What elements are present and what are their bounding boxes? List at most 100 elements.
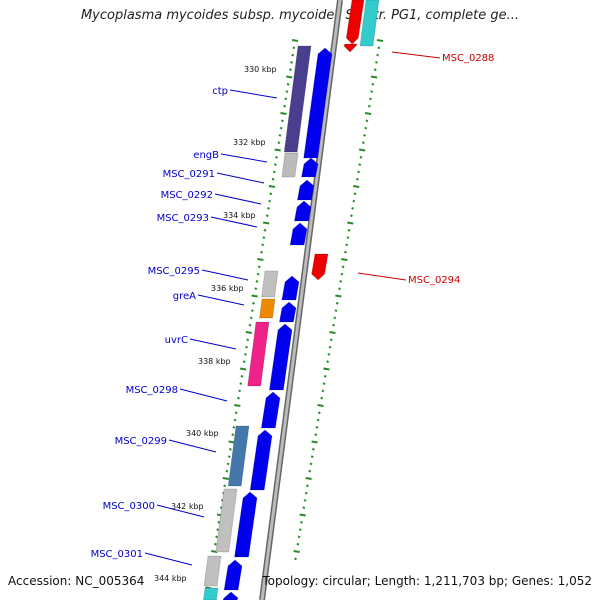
gene-label-greA: greA [173,291,196,302]
gene-MSC_0301 [203,555,222,587]
tick-mark [341,258,348,261]
tick-mark [316,418,320,422]
tick-mark [256,272,260,276]
tick-mark [280,112,287,115]
forward-cds [296,179,315,201]
gene-label-MSC_0291: MSC_0291 [163,169,215,180]
tick-mark [311,447,315,451]
tick-mark [291,39,299,42]
tick-mark [228,440,235,444]
gene-label-MSC_0294: MSC_0294 [408,275,460,286]
tick-mark [315,426,319,429]
tick-mark [367,104,371,108]
tick-mark [314,433,318,437]
tick-mark [216,528,220,531]
tick-mark [352,199,356,203]
tick-mark [246,338,250,342]
tick-mark [323,367,330,371]
tick-mark [277,141,281,145]
tick-mark [370,75,378,79]
tick-mark [334,309,338,312]
forward-cds [260,391,281,429]
tick-mark [370,90,374,93]
tick-mark [296,542,300,546]
tick-mark [320,396,324,400]
gene-MSC_0300 [215,488,238,553]
tick-mark [376,53,380,57]
tick-mark [294,557,297,561]
tick-mark [365,119,369,123]
leader-line [210,216,258,228]
forward-cds [293,200,312,222]
tick-mark [335,294,342,298]
tick-mark [215,535,219,539]
gene-label-MSC_0295: MSC_0295 [148,266,200,277]
gene-segment [202,587,219,600]
tick-mark [261,243,265,247]
leader-line [201,269,249,281]
tick-mark [267,207,270,210]
tick-mark [248,323,252,327]
tick-mark [288,68,292,72]
gene-label-MSC_0301: MSC_0301 [91,549,143,560]
leader-line [179,388,228,402]
forward-cds [268,323,293,391]
forward-cds [222,591,239,600]
tick-label: 342 kbp [171,502,204,511]
tick-mark [376,39,384,42]
gene-segment [359,0,380,47]
tick-mark [364,112,372,115]
tick-mark [252,301,255,305]
tick-mark [286,75,293,79]
tick-mark [223,484,227,488]
tick-mark [363,134,366,137]
tick-label: 340 kbp [186,429,219,438]
forward-cds [223,559,243,591]
tick-mark [290,61,293,64]
tick-mark [292,46,296,50]
tick-mark [268,199,272,203]
tick-mark [338,287,341,291]
leader-line [357,272,407,281]
tick-mark [377,46,381,50]
tick-mark [240,374,244,378]
tick-mark [310,455,314,458]
tick-mark [335,301,339,305]
tick-mark [304,491,308,495]
tick-mark [257,258,264,261]
leader-line [214,193,262,205]
label-leaders [144,51,441,566]
forward-cds [300,157,319,178]
tick-mark [347,221,354,225]
tick-mark [302,506,306,510]
tick-label: 336 kbp [211,284,244,293]
tick-mark [340,272,344,276]
accession-label: Accession: NC_005364 [8,574,145,588]
tick-mark [285,90,289,93]
tick-mark [351,207,355,210]
tick-mark [329,331,336,334]
tick-labels: 330 kbp 332 kbp 334 kbp 336 kbp 338 kbp … [154,65,277,583]
genome-backbone [259,0,343,600]
gene-label-MSC_0299: MSC_0299 [115,436,167,447]
reverse-cds-MSC_0288 [345,0,365,45]
tick-mark [332,323,336,327]
tick-mark [234,404,241,407]
tick-mark [265,214,269,218]
tick-mark [250,309,254,312]
tick-mark [286,82,290,86]
tick-mark [263,221,270,225]
leader-line [189,338,237,350]
forward-cds [303,47,333,159]
tick-label: 338 kbp [198,357,231,366]
tick-mark [299,513,306,517]
tick-mark [226,462,230,466]
tick-mark [361,141,365,145]
tick-mark [239,367,247,371]
leader-line [220,153,268,163]
tick-mark [251,294,258,298]
tick-mark [305,477,312,480]
tick-mark [322,382,326,385]
tick-mark [273,163,277,166]
